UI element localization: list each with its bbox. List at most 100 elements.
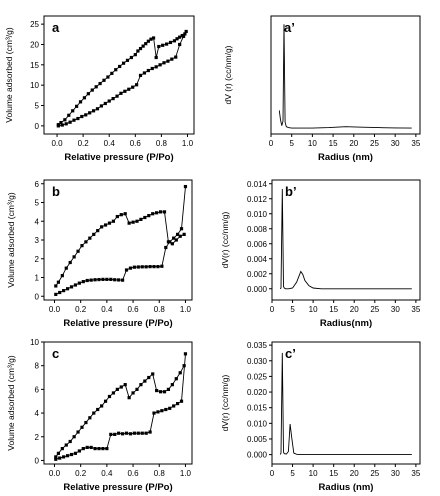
data-point [65,287,70,291]
x-tick-label: 1.0 [180,305,192,314]
data-point [179,227,184,231]
data-point [90,88,94,92]
data-point [115,214,119,219]
data-point [76,430,80,434]
data-point [106,75,110,79]
x-tick-label: 0.2 [78,139,90,148]
y-tick-label: 8 [35,362,40,371]
chart-panel-3: 0.0 0.2 0.4 0.6 0.8 1.0 0 1 2 3 4 5 6 b Relative press… [6,179,193,329]
data-point [139,217,143,221]
data-point [117,431,121,435]
data-point [135,219,139,223]
data-point [60,274,64,278]
plot-frame [43,341,193,465]
y-tick-label: 1 [35,274,40,283]
x-tick-label: 20 [350,305,359,314]
y-tick-label: 5 [35,199,40,208]
data-point [120,432,125,436]
data-point [76,116,80,121]
y-tick-label: 25 [30,20,39,29]
data-point [119,385,123,389]
x-tick-label: 30 [391,305,400,314]
data-point [114,68,118,72]
data-point [59,121,63,125]
y-tick-label: 4 [35,217,40,226]
data-point [65,454,70,458]
data-point [95,107,100,111]
x-tick-label: 0.6 [130,139,142,148]
y-tick-label: 0.020 [247,388,268,397]
data-point [109,432,113,436]
series-line-1 [278,24,412,129]
data-point [140,265,144,269]
data-point [94,85,98,89]
data-point [81,280,85,284]
data-point [101,277,105,281]
data-point [128,432,133,436]
data-point [175,401,180,406]
data-point [136,265,140,269]
data-point [56,280,61,284]
y-axis-label: dV(r) (cc/nm/g) [220,211,230,268]
y-tick-label: 0.004 [247,255,268,264]
y-axis-label: dV(r) (cc/nm/g) [220,374,230,431]
data-point [175,232,180,236]
data-point [146,39,150,43]
data-point [164,245,168,250]
chart-panel-6: 0 5 10 15 20 25 30 35 0.000 0.005 0.010 0.015 0.020 0… [220,341,421,493]
data-point [174,55,178,59]
x-tick-label: 1.0 [180,469,192,478]
data-point [119,213,123,217]
data-point [132,265,136,269]
data-point [100,404,104,408]
data-point [150,66,154,71]
x-tick-label: 35 [411,469,420,478]
data-point [138,46,143,51]
x-axis-label: Relative pressure (P/Po) [63,482,172,493]
plot-frame [270,15,421,135]
data-point [135,387,139,391]
data-point [72,435,76,439]
x-tick-label: 10 [309,305,318,314]
panel-label: c [52,346,59,361]
data-point [101,447,105,451]
data-point [148,430,152,434]
y-tick-label: 0.015 [247,404,268,413]
data-point [118,64,122,69]
data-point [143,215,147,220]
data-point [136,431,140,435]
data-point [170,383,174,387]
data-point [131,391,135,395]
panel-label: c’ [285,346,296,361]
data-point [131,85,135,89]
x-tick-label: 5 [290,469,295,478]
data-point [89,445,93,450]
y-tick-label: 0 [35,456,40,465]
data-point [170,242,174,246]
data-point [179,399,184,403]
chart-panel-5: 0.0 0.2 0.4 0.6 0.8 1.0 0 2 4 6 8 10 c Relative press… [6,338,193,493]
data-point [165,42,169,46]
data-point [89,278,93,282]
series-line-1 [279,352,412,456]
x-tick-label: 15 [329,139,338,148]
data-point [144,431,148,435]
data-point [164,407,168,412]
data-point [105,277,109,281]
data-point [113,278,117,282]
chart-panel-2: 0 5 10 15 20 25 30 35 a’ Radius (nm) dV (r) (cc/nm… [223,15,421,163]
data-point [63,118,67,122]
data-point [103,223,108,227]
y-tick-label: 0.002 [247,270,268,279]
data-point [151,212,155,216]
x-tick-label: 1.0 [182,139,194,148]
x-tick-label: 0.6 [127,469,139,478]
data-point [172,39,177,43]
data-point [88,236,92,240]
data-point [162,61,166,65]
data-point [124,268,129,272]
y-tick-label: 2 [35,255,40,264]
x-tick-label: 30 [391,139,400,148]
data-point [174,238,178,242]
x-tick-label: 35 [411,139,420,148]
